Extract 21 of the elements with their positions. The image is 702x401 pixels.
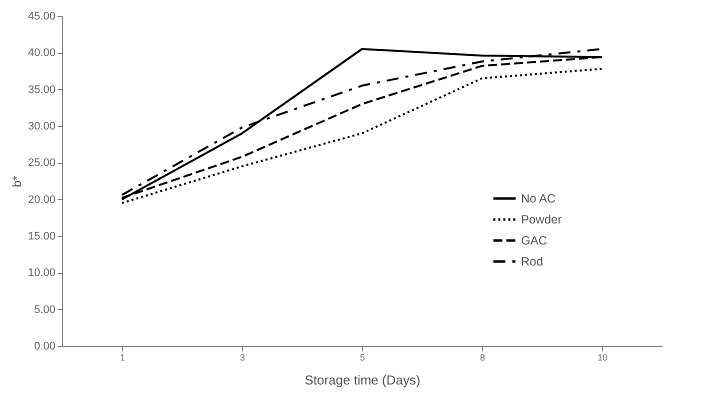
x-tick-label: 1 — [120, 352, 126, 362]
y-tick-label: 15.00 — [28, 230, 56, 242]
y-tick-label: 45.00 — [28, 10, 56, 22]
x-axis-title: Storage time (Days) — [304, 372, 420, 388]
legend-label: No AC — [521, 192, 556, 206]
y-tick-label: 25.00 — [28, 157, 56, 170]
y-tick-label: 40.00 — [28, 47, 56, 60]
y-tick-label: 0.00 — [34, 340, 56, 352]
y-tick-label: 20.00 — [28, 194, 56, 206]
x-tick-label: 3 — [240, 352, 246, 362]
y-tick-label: 35.00 — [28, 84, 56, 96]
y-tick-label: 30.00 — [28, 120, 56, 132]
legend-label: GAC — [521, 234, 548, 248]
x-tick-label: 8 — [480, 352, 486, 362]
x-tick-label: 10 — [597, 352, 608, 362]
y-axis-title: b* — [10, 176, 24, 188]
legend-label: Powder — [521, 212, 562, 226]
y-tick-label: 10.00 — [28, 267, 56, 280]
y-tick-label: 5.00 — [34, 304, 56, 316]
legend-label: Rod — [521, 254, 544, 268]
x-tick-label: 5 — [360, 352, 366, 362]
